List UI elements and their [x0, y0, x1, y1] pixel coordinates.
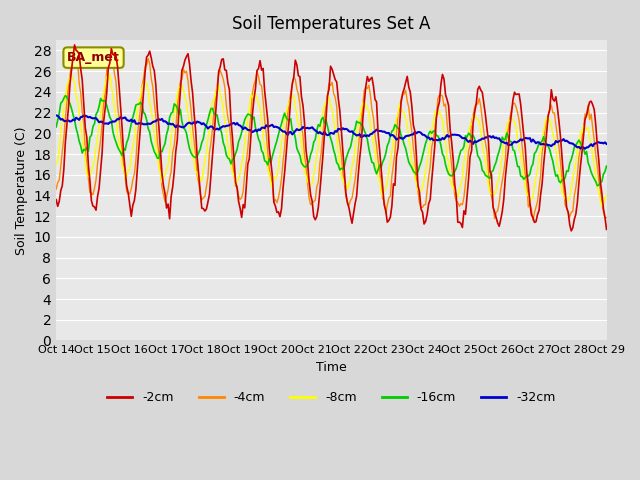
Y-axis label: Soil Temperature (C): Soil Temperature (C): [15, 126, 28, 254]
Text: BA_met: BA_met: [67, 51, 120, 64]
Title: Soil Temperatures Set A: Soil Temperatures Set A: [232, 15, 431, 33]
X-axis label: Time: Time: [316, 361, 347, 374]
Legend: -2cm, -4cm, -8cm, -16cm, -32cm: -2cm, -4cm, -8cm, -16cm, -32cm: [102, 386, 561, 409]
